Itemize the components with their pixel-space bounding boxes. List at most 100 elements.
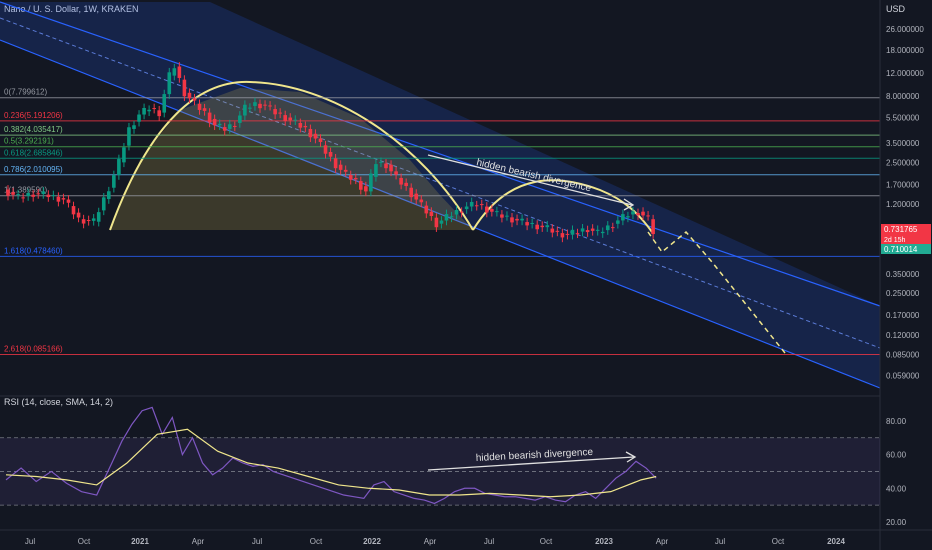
divergence-line-price [427,154,633,206]
candle-body [46,194,51,198]
candle-body [137,114,141,122]
time-tick-label: Apr [192,537,205,546]
candle-body [374,164,378,177]
candle-body [565,233,570,235]
candle-body [626,216,630,218]
price-tick-label: 0.085000 [886,351,920,360]
candle-body [243,104,247,116]
candle-body [490,209,494,212]
chart-title: Nano / U. S. Dollar, 1W, KRAKEN [4,4,139,14]
price-tick-label: 0.120000 [886,331,920,340]
candle-body [348,175,353,180]
candle-body [646,215,650,217]
candle-body [207,112,212,123]
price-tick-label: 0.170000 [886,311,920,320]
candle-body [107,191,111,200]
candle-body [600,231,605,234]
candle-body [505,215,509,217]
candle-body [192,98,197,101]
candle-body [127,127,131,146]
candle-body [404,182,408,187]
candle-body [540,225,545,228]
projection-path [647,230,786,354]
candle-body [474,205,479,207]
candle-body [399,177,403,185]
time-tick-label: Apr [424,537,437,546]
divergence-arrowhead-rsi [625,451,637,463]
candle-body [293,119,298,121]
rounding-top-fill [110,88,473,230]
candle-body [379,161,383,163]
price-badge [881,224,931,244]
candle-body [172,68,177,76]
price-tick-label: 3.500000 [886,139,920,148]
time-tick-label: 2022 [363,537,381,546]
time-tick-label: Oct [540,537,553,546]
candle-body [258,103,262,109]
fib-level-label: 0.786(2.010095) [4,165,63,174]
candle-body [132,125,136,129]
candle-body [61,198,66,200]
candle-body [605,225,610,231]
candle-body [580,228,585,232]
price-tick-label: 12.000000 [886,69,924,78]
candle-body [76,212,81,218]
candle-body [16,194,20,196]
fib-level-label: 0.618(2.685846) [4,148,63,157]
rsi-title: RSI (14, close, SMA, 14, 2) [4,397,114,407]
price-badge [881,244,931,254]
candle-body [575,233,580,235]
candle-body [590,228,595,231]
candle-body [31,194,35,197]
candle-body [71,206,76,215]
candle-body [182,79,187,97]
time-tick-label: Oct [78,537,91,546]
candle-body [51,195,56,197]
candle-body [177,66,182,78]
price-badge-value: 0.731765 [884,225,918,234]
time-tick-label: Jul [252,537,262,546]
candle-body [454,209,459,215]
candle-body [217,123,222,126]
candle-body [585,230,590,233]
candle-body [248,107,252,109]
candle-body [101,197,106,211]
candle-body [409,187,413,198]
price-tick-label: 0.350000 [886,270,920,279]
rsi-line [5,406,657,505]
fib-level-label: 0.382(4.035417) [4,125,63,134]
candle-body [86,220,91,222]
candle-body [510,217,514,223]
divergence-line-rsi [427,456,635,471]
candle-body [535,224,539,230]
candle-body [520,218,524,221]
candle-body [112,175,116,188]
fib-level-label: 2.618(0.085166) [4,344,63,353]
candle-body [429,211,434,217]
candle-body [227,124,232,129]
channel-upper-line [0,1,881,307]
candle-body [308,128,313,138]
candle-body [6,189,10,196]
candle-body [595,229,600,231]
rsi-tick-label: 60.00 [886,451,907,460]
time-tick-label: Oct [772,537,785,546]
candle-body [364,186,368,192]
time-tick-label: Apr [656,537,669,546]
candle-body [11,192,15,195]
candle-body [283,115,287,122]
fib-level-label: 0.5(3.292191) [4,137,54,146]
time-tick-label: 2024 [827,537,845,546]
rounding-top-arc [109,80,474,231]
candle-body [479,204,484,206]
candle-body [162,94,167,113]
time-tick-label: Jul [484,537,494,546]
candle-body [21,197,25,199]
time-tick-label: Oct [310,537,323,546]
candle-body [495,211,499,213]
candle-body [550,228,555,233]
candle-body [212,118,217,126]
candle-body [288,117,293,121]
candle-body [459,211,464,213]
